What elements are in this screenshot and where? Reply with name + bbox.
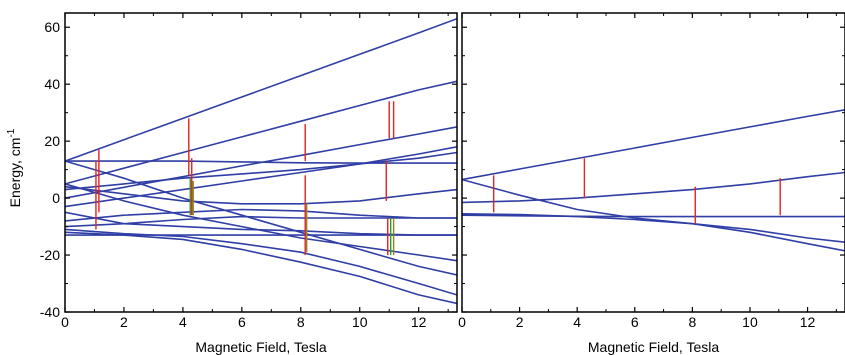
x-tick-label: 10 — [352, 314, 368, 330]
energy-level-curve-2 — [65, 80, 457, 185]
y-axis-label-sup: -1 — [6, 128, 17, 137]
energy-level-curve-1 — [65, 17, 457, 162]
x-axis-label: Magnetic Field, Tesla — [588, 339, 719, 355]
plot-area — [65, 17, 457, 305]
x-tick-label: 6 — [631, 314, 639, 330]
energy-level-curve-9 — [65, 208, 457, 222]
x-tick-label: 8 — [688, 314, 696, 330]
x-tick-label: 12 — [800, 314, 816, 330]
energy-level-curve-5 — [462, 213, 845, 252]
energy-level-curve-15 — [65, 231, 457, 305]
energy-level-curve-6 — [65, 151, 457, 191]
x-tick-label: 8 — [297, 314, 305, 330]
energy-level-curve-13 — [65, 160, 457, 276]
y-tick-label: 40 — [44, 76, 60, 92]
energy-level-curve-3 — [65, 126, 457, 199]
energy-level-curve-3 — [462, 178, 845, 243]
x-tick-label: 12 — [411, 314, 427, 330]
x-tick-label: 2 — [516, 314, 524, 330]
y-tick-label: -40 — [40, 304, 60, 320]
x-tick-label: 0 — [458, 314, 466, 330]
energy-level-curve-14 — [65, 228, 457, 296]
plot-frame — [64, 12, 458, 313]
energy-level-curve-5 — [65, 160, 457, 164]
x-tick-label: 2 — [120, 314, 128, 330]
x-tick-label: 6 — [238, 314, 246, 330]
y-axis-label-text: Energy, cm — [7, 138, 23, 208]
y-tick-label: 60 — [44, 19, 60, 35]
energy-level-curve-7 — [65, 185, 457, 205]
y-tick-label: 0 — [52, 190, 60, 206]
energy-level-curve-4 — [65, 146, 457, 208]
y-tick-label: -20 — [40, 247, 60, 263]
energy-level-curve-12 — [65, 183, 457, 262]
energy-level-curve-1 — [462, 109, 845, 181]
plot-frame — [461, 12, 845, 313]
y-axis-label: Energy, cm-1 — [6, 128, 23, 207]
energy-level-curve-2 — [462, 171, 845, 204]
x-tick-label: 10 — [742, 314, 758, 330]
left-panel: 0 2 4 6 8 10 12 -40 -20 0 20 40 60 Magnetic Field, Te… — [40, 12, 458, 355]
energy-level-curve-8 — [65, 215, 457, 228]
x-tick-label: 0 — [61, 314, 69, 330]
energy-level-curve-4 — [462, 214, 845, 218]
x-tick-label: 4 — [179, 314, 187, 330]
x-axis-label: Magnetic Field, Tesla — [195, 339, 326, 355]
energy-level-curve-11 — [65, 211, 457, 236]
y-tick-label: 20 — [44, 133, 60, 149]
x-tick-label: 4 — [573, 314, 581, 330]
plot-area — [462, 109, 845, 252]
right-panel: 0 2 4 6 8 10 12 Magnetic Field, Tesla — [458, 12, 845, 355]
